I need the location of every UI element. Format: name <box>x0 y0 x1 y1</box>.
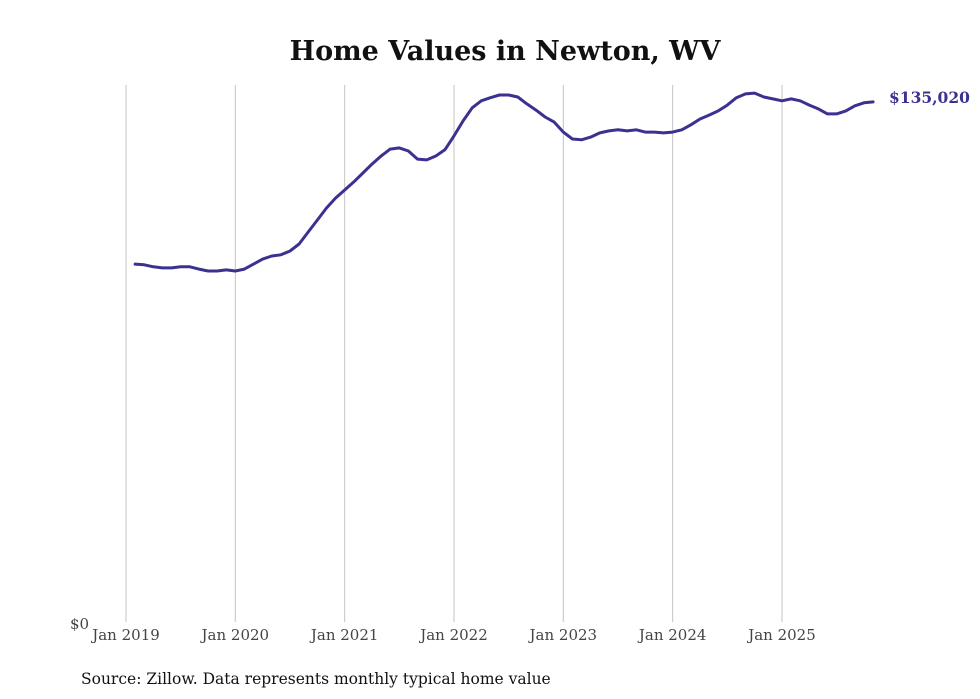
x-tick-label: Jan 2025 <box>746 626 816 644</box>
x-tick-label: Jan 2023 <box>528 626 598 644</box>
x-tick-label: Jan 2019 <box>90 626 160 644</box>
gridlines <box>125 85 783 622</box>
x-tick-label: Jan 2021 <box>309 626 379 644</box>
y-zero-label: $0 <box>70 615 89 633</box>
end-value-label: $135,020 <box>889 88 970 107</box>
x-axis-ticks: Jan 2019 Jan 2020 Jan 2021 Jan 2022 Jan 2023… <box>90 626 816 644</box>
series-line <box>133 91 875 273</box>
source-note: Source: Zillow. Data represents monthly … <box>81 670 551 688</box>
chart-title: Home Values in Newton, WV <box>290 36 722 67</box>
x-tick-label: Jan 2020 <box>200 626 270 644</box>
x-tick-label: Jan 2024 <box>637 626 707 644</box>
x-tick-label: Jan 2022 <box>418 626 488 644</box>
data-points <box>135 93 874 272</box>
